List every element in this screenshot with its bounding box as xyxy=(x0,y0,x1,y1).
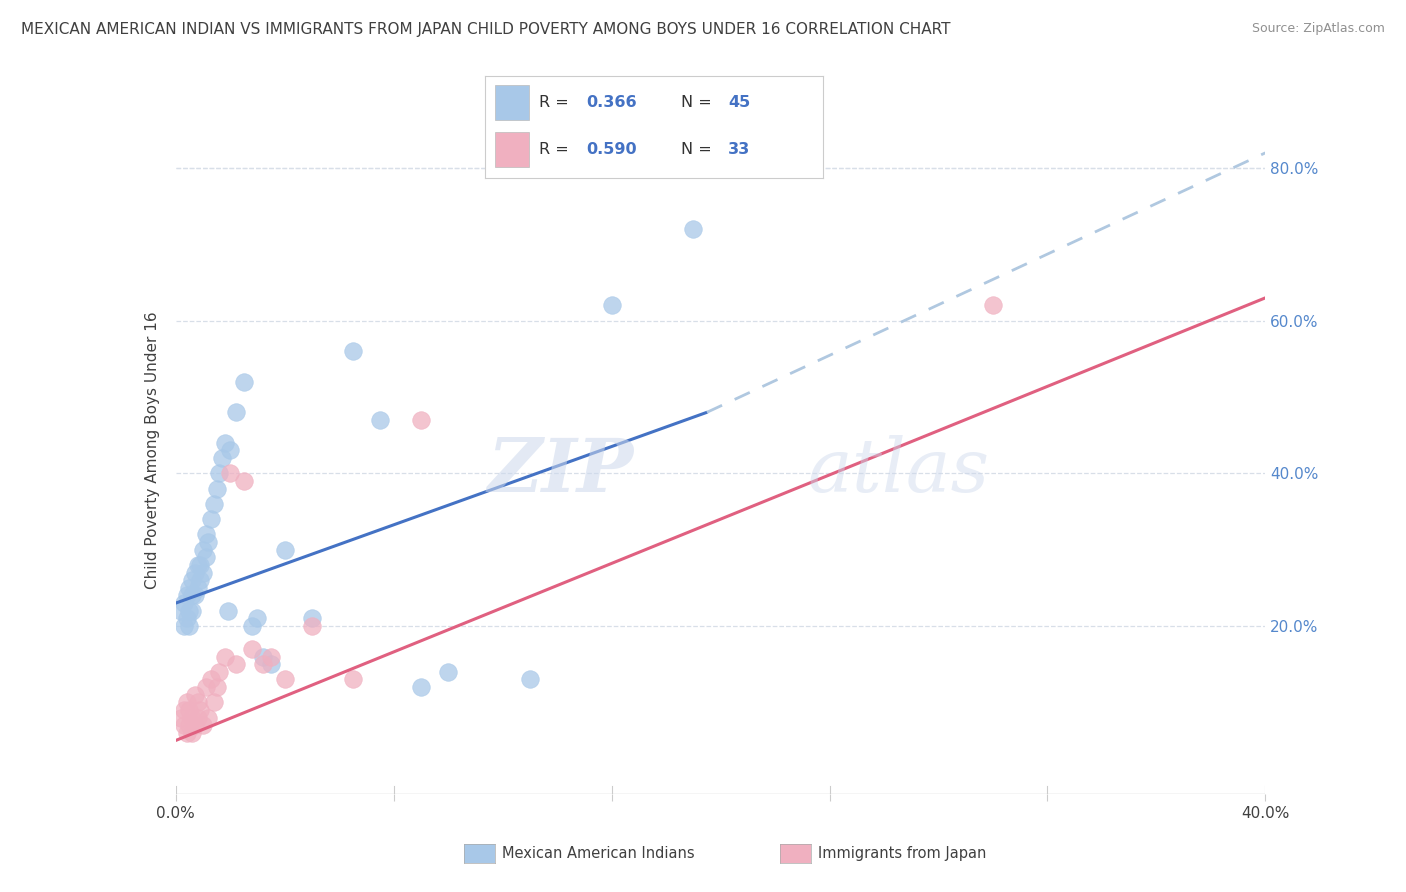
Text: atlas: atlas xyxy=(807,434,990,508)
Point xyxy=(184,688,207,702)
Point xyxy=(170,604,193,618)
Point xyxy=(188,703,211,717)
Text: Mexican American Indians: Mexican American Indians xyxy=(502,847,695,861)
Point xyxy=(194,680,217,694)
Bar xyxy=(495,132,529,167)
Point xyxy=(208,467,231,481)
Point xyxy=(200,512,222,526)
Point xyxy=(219,443,242,458)
Text: Immigrants from Japan: Immigrants from Japan xyxy=(818,847,987,861)
Point xyxy=(181,589,204,603)
Point xyxy=(260,657,283,672)
Point xyxy=(181,710,204,724)
Point xyxy=(202,497,225,511)
Text: 0.366: 0.366 xyxy=(586,95,637,110)
Point xyxy=(600,298,623,312)
Point xyxy=(246,611,269,625)
Point xyxy=(252,657,274,672)
Point xyxy=(188,573,211,587)
Text: Source: ZipAtlas.com: Source: ZipAtlas.com xyxy=(1251,22,1385,36)
Point xyxy=(179,703,201,717)
Text: N =: N = xyxy=(681,95,717,110)
Point xyxy=(240,619,263,633)
Point xyxy=(197,535,219,549)
Point xyxy=(188,558,211,572)
Point xyxy=(252,649,274,664)
Point xyxy=(184,718,207,732)
Point xyxy=(170,710,193,724)
Point xyxy=(186,581,209,595)
Point xyxy=(260,649,283,664)
Point xyxy=(179,718,201,732)
Point xyxy=(176,589,198,603)
Point xyxy=(225,405,247,419)
Point xyxy=(179,619,201,633)
Point xyxy=(409,413,432,427)
Text: R =: R = xyxy=(538,95,574,110)
Point xyxy=(205,680,228,694)
Point xyxy=(368,413,391,427)
Point xyxy=(200,673,222,687)
Point xyxy=(274,542,297,557)
Text: R =: R = xyxy=(538,142,574,157)
Point xyxy=(184,566,207,580)
Point xyxy=(197,710,219,724)
Point xyxy=(217,604,239,618)
Point xyxy=(240,641,263,656)
Point xyxy=(205,482,228,496)
Point xyxy=(176,611,198,625)
Point xyxy=(342,673,364,687)
Point xyxy=(409,680,432,694)
Point xyxy=(181,726,204,740)
Point xyxy=(173,619,195,633)
Point xyxy=(214,649,236,664)
Point xyxy=(186,558,209,572)
Point xyxy=(342,344,364,359)
Text: N =: N = xyxy=(681,142,717,157)
Point xyxy=(682,222,704,236)
Text: ZIP: ZIP xyxy=(486,434,633,508)
Point xyxy=(194,527,217,541)
Text: MEXICAN AMERICAN INDIAN VS IMMIGRANTS FROM JAPAN CHILD POVERTY AMONG BOYS UNDER : MEXICAN AMERICAN INDIAN VS IMMIGRANTS FR… xyxy=(21,22,950,37)
Point xyxy=(173,703,195,717)
Point xyxy=(219,467,242,481)
Point xyxy=(191,718,214,732)
Text: 0.590: 0.590 xyxy=(586,142,637,157)
Point xyxy=(225,657,247,672)
Point xyxy=(202,695,225,709)
Y-axis label: Child Poverty Among Boys Under 16: Child Poverty Among Boys Under 16 xyxy=(145,311,160,590)
Point xyxy=(214,435,236,450)
Point xyxy=(519,673,541,687)
Point xyxy=(232,474,254,488)
Point xyxy=(301,611,323,625)
Point xyxy=(232,375,254,389)
Point xyxy=(179,581,201,595)
Point xyxy=(173,718,195,732)
Point xyxy=(274,673,297,687)
Point xyxy=(194,550,217,565)
Point xyxy=(437,665,460,679)
Point xyxy=(981,298,1004,312)
Point xyxy=(176,695,198,709)
Bar xyxy=(495,85,529,120)
Point xyxy=(181,604,204,618)
Point xyxy=(181,573,204,587)
Point xyxy=(211,451,233,466)
Point xyxy=(191,566,214,580)
Point xyxy=(173,596,195,610)
Point xyxy=(191,542,214,557)
Point xyxy=(179,604,201,618)
Point xyxy=(184,589,207,603)
Point xyxy=(186,695,209,709)
Point xyxy=(301,619,323,633)
Text: 33: 33 xyxy=(728,142,751,157)
Point xyxy=(176,726,198,740)
Point xyxy=(208,665,231,679)
Point xyxy=(186,710,209,724)
Text: 45: 45 xyxy=(728,95,751,110)
